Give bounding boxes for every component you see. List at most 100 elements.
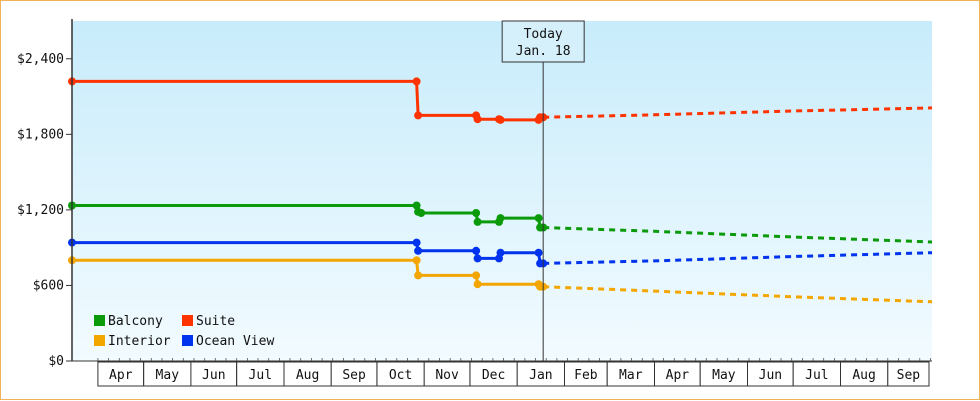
x-tick-label: Aug <box>852 368 875 383</box>
series-balcony <box>68 201 933 244</box>
legend: Balcony Suite Interior Ocean View <box>94 314 274 349</box>
x-month-cell: Jul <box>792 361 842 387</box>
series-point <box>412 77 421 86</box>
x-month-box <box>699 361 749 387</box>
x-tick-label: Sep <box>342 368 366 383</box>
x-tick-label: Aug <box>296 368 319 383</box>
x-tick-label: May <box>156 368 180 383</box>
x-month-cell: Sep <box>330 361 378 387</box>
x-month-cell: Jul <box>236 361 285 387</box>
series-point <box>472 209 481 217</box>
series-ocean-view <box>68 238 933 268</box>
series-point <box>473 254 482 263</box>
x-tick-label: Jul <box>249 368 272 383</box>
x-tick-label: Mar <box>619 368 643 383</box>
series-point <box>496 248 505 257</box>
x-month-cell: Mar <box>606 361 656 387</box>
x-month-cell: Jun <box>190 361 238 387</box>
x-month-cell: Aug <box>840 361 889 387</box>
x-tick-label: Jul <box>805 368 828 383</box>
plot-area <box>72 21 932 361</box>
x-tick-label: Apr <box>666 368 690 383</box>
legend-label: Balcony <box>108 314 163 329</box>
legend-swatch <box>94 335 105 346</box>
series-point <box>414 271 423 280</box>
x-month-cell: Jan <box>516 361 566 387</box>
series-point <box>417 209 426 217</box>
x-tick-label: Feb <box>574 368 598 383</box>
x-month-cell: Jun <box>747 361 794 387</box>
y-tick-label: $2,400 <box>17 52 64 67</box>
series-interior <box>68 256 933 304</box>
x-month-cell: Apr <box>654 361 701 387</box>
series-forecast-line <box>543 106 933 119</box>
y-tick-label: $600 <box>33 278 64 293</box>
x-month-cell: Dec <box>469 361 518 387</box>
series-point <box>534 214 543 223</box>
x-tick-label: Sep <box>897 368 921 383</box>
x-month-box <box>606 361 656 387</box>
x-tick-label: Jan <box>529 368 552 383</box>
x-month-cell: Nov <box>423 361 471 387</box>
x-month-cell: May <box>699 361 749 387</box>
x-month-cell: Sep <box>887 361 930 387</box>
x-month-cell: Oct <box>376 361 425 387</box>
x-month-box <box>143 361 192 387</box>
series-layer <box>68 77 933 304</box>
series-point <box>534 248 543 257</box>
today-marker: Today Jan. 18 <box>501 20 585 361</box>
x-month-box <box>654 361 701 387</box>
x-month-box <box>887 361 930 387</box>
series-history-line <box>72 241 544 265</box>
series-forecast-line <box>543 226 933 244</box>
x-month-box <box>564 361 608 387</box>
y-tick-label: $1,800 <box>17 127 64 142</box>
series-point <box>414 246 423 255</box>
legend-label: Interior <box>108 334 171 349</box>
legend-label: Ocean View <box>196 334 274 349</box>
legend-swatch <box>94 315 105 326</box>
x-month-box <box>330 361 378 387</box>
x-month-box <box>283 361 332 387</box>
series-point <box>472 271 481 280</box>
x-tick-label: Jun <box>202 368 225 383</box>
x-month-box <box>376 361 425 387</box>
series-point <box>496 214 505 223</box>
today-callout-date: Jan. 18 <box>516 44 571 59</box>
legend-item-balcony: Balcony <box>94 314 163 329</box>
series-point <box>412 238 421 247</box>
legend-item-interior: Interior <box>94 334 171 349</box>
series-point <box>473 217 482 226</box>
series-point <box>472 246 481 255</box>
legend-swatch <box>182 335 193 346</box>
legend-item-suite: Suite <box>182 314 235 329</box>
x-tick-label: Oct <box>389 368 412 383</box>
series-point <box>412 256 421 265</box>
x-tick-label: Nov <box>435 368 459 383</box>
x-month-cell: Feb <box>564 361 608 387</box>
y-tick-label: $0 <box>48 354 64 369</box>
x-tick-label: May <box>712 368 736 383</box>
x-month-box <box>190 361 238 387</box>
x-month-cell: May <box>143 361 192 387</box>
today-callout-box <box>501 20 585 63</box>
series-forecast-line <box>543 285 933 304</box>
legend-label: Suite <box>196 314 235 329</box>
legend-swatch <box>182 315 193 326</box>
series-suite <box>68 77 933 124</box>
series-point <box>473 115 482 124</box>
y-tick-label: $1,200 <box>17 203 64 218</box>
today-callout-label: Today <box>524 27 563 42</box>
series-point <box>496 115 505 124</box>
series-point <box>412 201 421 210</box>
x-month-cell: Apr <box>97 361 145 387</box>
x-tick-label: Jun <box>759 368 782 383</box>
series-point <box>414 111 423 120</box>
x-month-cell: Aug <box>283 361 332 387</box>
x-tick-label: Apr <box>109 368 133 383</box>
axes: $0 $600 $1,200 $1,800 $2,400 Apr May Jun Jul Aug S… <box>17 19 932 387</box>
x-tick-label: Dec <box>482 368 505 383</box>
series-point <box>473 280 482 289</box>
